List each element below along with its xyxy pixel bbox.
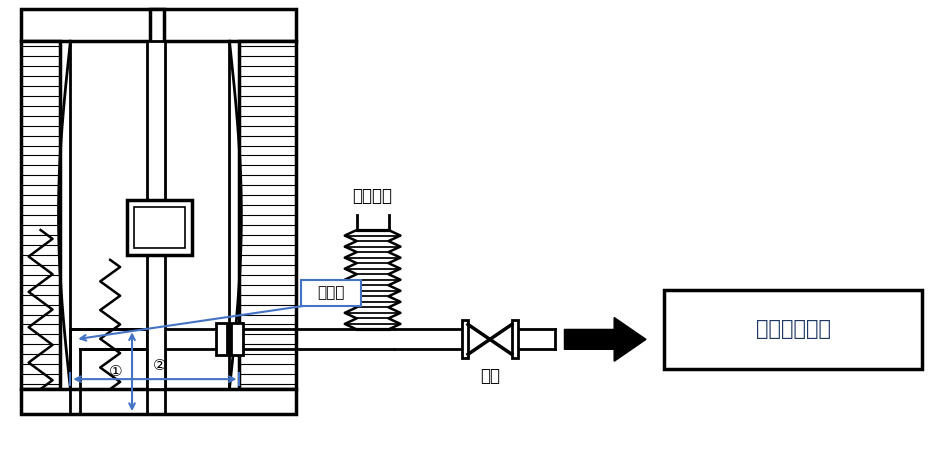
- Text: ①: ①: [109, 364, 122, 379]
- Text: 벨로우즈: 벨로우즈: [352, 187, 393, 205]
- Bar: [21, 41, 61, 389]
- Bar: [240, 41, 296, 389]
- Bar: [21, 9, 296, 41]
- Bar: [511, 321, 518, 358]
- Bar: [147, 41, 165, 389]
- Bar: [664, 290, 922, 369]
- Bar: [462, 321, 468, 358]
- Bar: [301, 280, 361, 306]
- Text: 진공배기장치: 진공배기장치: [756, 320, 831, 339]
- Text: 금속관: 금속관: [317, 285, 345, 300]
- Bar: [134, 207, 185, 248]
- Text: ②: ②: [153, 358, 167, 373]
- Bar: [21, 389, 296, 414]
- Polygon shape: [564, 317, 646, 361]
- Bar: [127, 200, 191, 255]
- Bar: [231, 323, 243, 355]
- Text: 벨브: 벨브: [480, 367, 500, 385]
- Bar: [216, 323, 227, 355]
- Bar: [150, 9, 164, 208]
